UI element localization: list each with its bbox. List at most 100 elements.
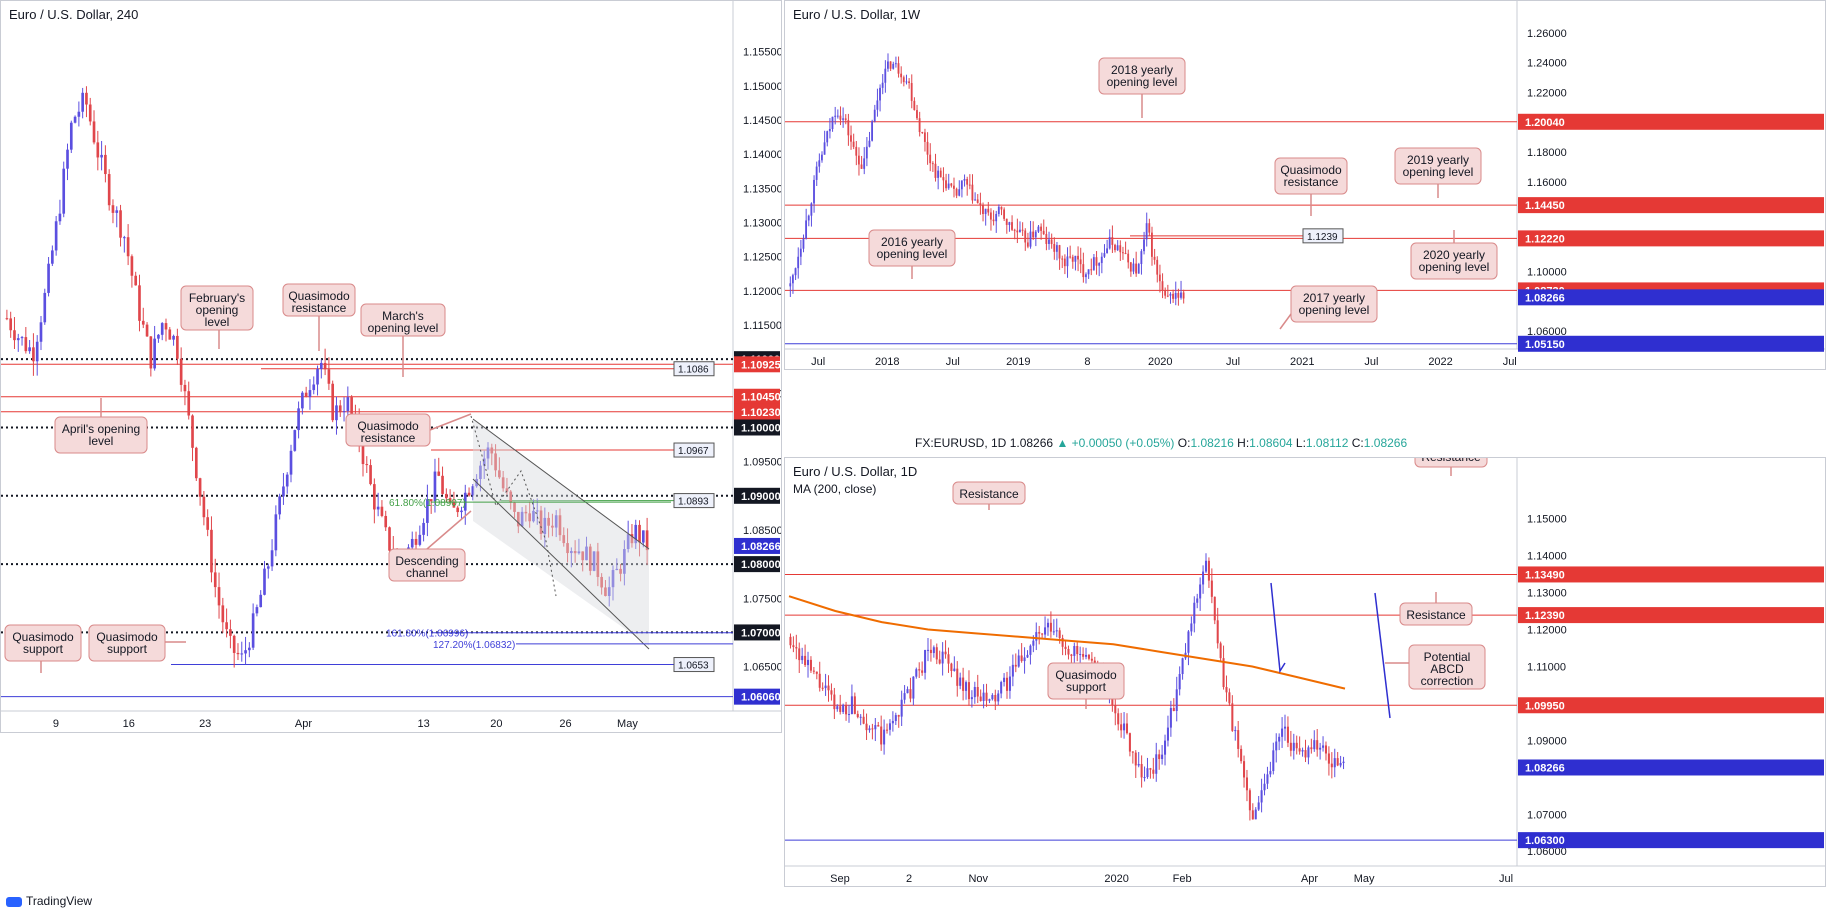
x-tick-label: 20 (490, 718, 502, 730)
callout-text: Resistance (959, 487, 1019, 501)
candle-body (873, 109, 876, 122)
candle-body (805, 220, 808, 239)
candle-body (902, 77, 905, 83)
candle-body (1178, 674, 1181, 690)
candle-body (965, 682, 968, 691)
chart-d1-svg[interactable]: 1.15000 1.14000 1.13000 1.12000 1.11000 1.090… (785, 458, 1826, 887)
candle-body (857, 155, 860, 165)
candle-body (1048, 239, 1050, 244)
candle-body (1103, 253, 1106, 257)
x-tick-label: May (1354, 873, 1375, 885)
candle-body (1148, 223, 1151, 233)
price-label-bg (734, 688, 780, 705)
candle-body (1003, 209, 1006, 219)
candle-body (1143, 777, 1146, 779)
candle-body (1045, 234, 1048, 244)
candle-body (1181, 658, 1184, 675)
candle-body (1169, 707, 1172, 728)
candle-body (202, 496, 206, 518)
price-label: 1.06300 (1525, 835, 1565, 847)
candle-body (1008, 222, 1011, 225)
candle-body (1020, 655, 1023, 662)
candle-body (799, 248, 802, 257)
price-label: 1.08000 (741, 559, 781, 571)
candle-body (909, 689, 912, 699)
boxed-value: 1.0653 (678, 661, 709, 672)
x-tick-label: 13 (417, 718, 429, 730)
candle-body (1169, 293, 1172, 296)
candle-body (916, 110, 918, 119)
candle-body (801, 655, 804, 661)
y-tick-label: 1.15500 (743, 47, 782, 59)
candle-body (24, 337, 28, 352)
candle-body (509, 491, 513, 503)
candle-body (1082, 654, 1085, 657)
candle-body (547, 517, 550, 526)
candle-body (160, 323, 164, 335)
candle-body (1289, 742, 1292, 751)
candle-body (145, 324, 149, 337)
candle-body (868, 728, 871, 731)
boxed-value: 1.1086 (678, 365, 709, 376)
candle-body (206, 517, 209, 530)
chart-panel-d1[interactable]: 1.15000 1.14000 1.13000 1.12000 1.11000 1.090… (784, 457, 1826, 887)
candle-body (66, 149, 69, 169)
candle-body (361, 443, 365, 465)
price-label: 1.08266 (1525, 292, 1565, 304)
candle-body (13, 330, 16, 341)
callout-text: February's (189, 291, 245, 305)
candle-body (232, 635, 236, 653)
candle-body (1061, 638, 1064, 647)
candle-body (950, 663, 953, 671)
candle-body (445, 493, 448, 499)
price-label: 1.06060 (741, 692, 781, 704)
chart-w1-svg[interactable]: 1.26000 1.24000 1.22000 1.18000 1.16000 1.100… (785, 1, 1826, 370)
candle-body (789, 636, 792, 646)
brand-name: TradingView (26, 894, 93, 908)
candle-body (1202, 571, 1205, 585)
candle-body (5, 318, 9, 320)
x-tick-label: Apr (1301, 873, 1318, 885)
candle-body (558, 515, 562, 536)
callout-text: Quasimodo (357, 419, 419, 433)
chart-panel-w1[interactable]: 1.26000 1.24000 1.22000 1.18000 1.16000 1.100… (784, 0, 1826, 370)
price-label-bg (1518, 230, 1824, 247)
candle-body (157, 334, 160, 339)
price-label: 1.13490 (1525, 569, 1565, 581)
candle-body (1063, 258, 1066, 267)
candle-body (585, 546, 588, 561)
candle-body (921, 132, 924, 134)
candle-body (467, 492, 471, 496)
x-tick-label: 2 (906, 873, 912, 885)
candle-body (1076, 646, 1079, 655)
candle-body (1017, 655, 1020, 667)
x-tick-label: 2021 (1290, 356, 1314, 368)
y-tick-label: 1.10000 (1527, 266, 1567, 278)
candle-body (855, 146, 858, 156)
candle-body (897, 715, 900, 717)
candle-body (1172, 707, 1175, 711)
candle-body (821, 154, 823, 161)
candle-body (285, 474, 289, 487)
price-label-bg (1518, 113, 1824, 130)
candle-body (889, 61, 892, 69)
chart-h4-svg[interactable]: 1.15500 1.15000 1.14500 1.14000 1.13500 1.130… (1, 1, 782, 733)
tradingview-logo[interactable]: TradingView (6, 894, 92, 908)
candle-body (1310, 747, 1313, 750)
callout-pointer (429, 413, 472, 431)
channel-lower-line (472, 478, 650, 650)
x-tick-label: 2020 (1148, 356, 1172, 368)
boxed-value-bg (1302, 228, 1344, 244)
price-label: 1.09000 (741, 491, 781, 503)
low-value: 1.08112 (1305, 436, 1349, 450)
chart-panel-h4[interactable]: 1.15500 1.15000 1.14500 1.14000 1.13500 1.130… (0, 0, 782, 733)
candle-body (826, 131, 829, 143)
symbol-label[interactable]: FX:EURUSD, 1D (915, 436, 1007, 450)
callout-text: channel (406, 566, 448, 580)
candle-body (905, 81, 908, 83)
ma-indicator-label[interactable]: MA (200, close) (793, 482, 877, 496)
boxed-value: 1.1239 (1307, 232, 1338, 243)
price-label-bg (1518, 289, 1824, 306)
tradingview-logo-icon (6, 896, 22, 907)
candle-body (1029, 645, 1032, 655)
